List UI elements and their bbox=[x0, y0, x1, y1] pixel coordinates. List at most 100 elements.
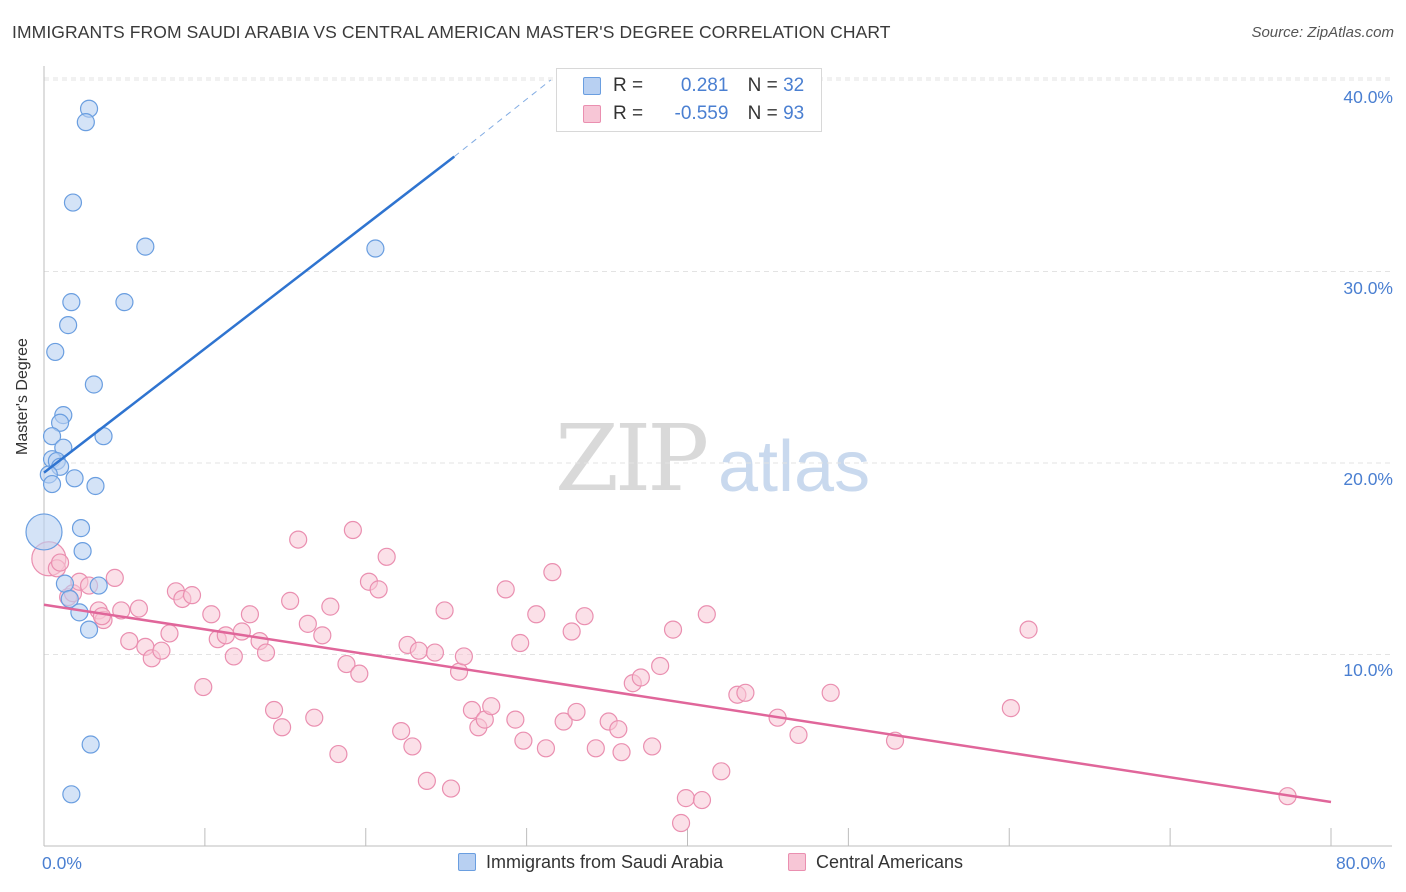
point-saudi-6 bbox=[115, 293, 134, 312]
point-central-91 bbox=[50, 553, 70, 572]
point-central-10 bbox=[120, 631, 139, 651]
point-central-68 bbox=[586, 739, 605, 758]
y-tick-label-30: 30.0% bbox=[1343, 278, 1393, 298]
point-saudi-20 bbox=[42, 474, 62, 494]
point-saudi-9 bbox=[84, 375, 103, 394]
point-central-42 bbox=[377, 547, 396, 566]
point-central-61 bbox=[527, 605, 546, 624]
point-saudi-1 bbox=[76, 113, 95, 132]
point-central-59 bbox=[511, 633, 530, 653]
x-tick-label-min: 0.0% bbox=[42, 853, 82, 873]
point-central-52 bbox=[454, 647, 473, 666]
point-central-11 bbox=[129, 599, 149, 618]
point-central-22 bbox=[216, 626, 235, 645]
point-central-83 bbox=[736, 683, 755, 702]
chart-title: IMMIGRANTS FROM SAUDI ARABIA VS CENTRAL … bbox=[12, 22, 891, 42]
n-value-central: 93 bbox=[783, 103, 805, 124]
point-central-8 bbox=[105, 568, 124, 588]
point-central-48 bbox=[425, 643, 445, 662]
point-central-78 bbox=[676, 789, 695, 808]
trendline-saudi bbox=[43, 155, 455, 474]
point-saudi-5 bbox=[62, 293, 81, 312]
point-central-65 bbox=[562, 622, 581, 641]
point-saudi-21 bbox=[86, 476, 105, 496]
legend-label-saudi: Immigrants from Saudi Arabia bbox=[486, 852, 724, 872]
point-central-80 bbox=[697, 605, 716, 624]
point-saudi-31 bbox=[62, 785, 81, 804]
point-central-75 bbox=[651, 656, 670, 676]
point-central-45 bbox=[403, 737, 422, 756]
legend-item-central[interactable]: Central Americans bbox=[788, 852, 963, 873]
point-saudi-11 bbox=[50, 413, 70, 432]
point-central-23 bbox=[224, 647, 243, 666]
point-central-77 bbox=[671, 813, 691, 833]
r-label: R = bbox=[613, 75, 644, 96]
r-label: R = bbox=[613, 103, 644, 124]
point-central-73 bbox=[631, 668, 650, 687]
point-central-47 bbox=[417, 771, 436, 790]
point-central-79 bbox=[692, 790, 712, 810]
point-central-62 bbox=[536, 739, 556, 758]
point-central-70 bbox=[609, 720, 628, 739]
legend-swatch-pink bbox=[583, 105, 601, 123]
point-saudi-23 bbox=[71, 519, 91, 538]
trendline-central bbox=[43, 603, 1332, 804]
point-central-25 bbox=[240, 605, 260, 624]
point-saudi-12 bbox=[42, 427, 62, 446]
y-tick-label-10: 10.0% bbox=[1343, 660, 1393, 680]
point-central-58 bbox=[506, 710, 525, 729]
point-central-20 bbox=[202, 605, 221, 624]
point-central-29 bbox=[272, 718, 292, 737]
point-central-76 bbox=[663, 620, 683, 639]
trendline-saudi-extension bbox=[453, 79, 552, 157]
point-central-35 bbox=[321, 597, 340, 616]
point-central-34 bbox=[313, 626, 332, 645]
point-saudi-3 bbox=[136, 237, 155, 256]
point-central-57 bbox=[496, 580, 515, 599]
y-tick-label-20: 20.0% bbox=[1343, 469, 1393, 489]
source-label[interactable]: Source: ZipAtlas.com bbox=[1251, 24, 1394, 41]
point-saudi-28 bbox=[70, 603, 89, 622]
point-central-92 bbox=[92, 607, 112, 626]
n-label: N = bbox=[747, 103, 778, 124]
point-central-46 bbox=[409, 641, 428, 660]
y-tick-label-40: 40.0% bbox=[1343, 87, 1393, 107]
point-central-86 bbox=[821, 683, 840, 702]
point-saudi-2 bbox=[63, 193, 83, 212]
r-value-saudi: 0.281 bbox=[680, 75, 729, 96]
legend-item-saudi[interactable]: Immigrants from Saudi Arabia bbox=[458, 852, 723, 873]
point-saudi-26 bbox=[89, 576, 108, 595]
legend-label-central: Central Americans bbox=[816, 852, 964, 872]
point-central-51 bbox=[449, 662, 469, 681]
point-central-32 bbox=[298, 614, 317, 633]
point-central-85 bbox=[789, 725, 808, 745]
legend-swatch-blue bbox=[583, 77, 601, 95]
point-central-43 bbox=[392, 721, 411, 741]
point-central-15 bbox=[160, 624, 179, 643]
point-central-50 bbox=[441, 779, 461, 798]
point-central-31 bbox=[289, 530, 308, 549]
point-central-53 bbox=[462, 700, 482, 720]
point-central-67 bbox=[575, 607, 594, 626]
point-central-74 bbox=[643, 737, 662, 756]
point-central-14 bbox=[152, 641, 171, 660]
legend-swatch-pink bbox=[788, 853, 806, 871]
n-label: N = bbox=[747, 75, 778, 96]
point-saudi-24 bbox=[73, 541, 92, 561]
point-central-71 bbox=[612, 743, 631, 762]
point-central-89 bbox=[1019, 620, 1038, 639]
point-central-66 bbox=[567, 702, 586, 722]
point-central-28 bbox=[264, 700, 284, 720]
point-central-41 bbox=[369, 580, 388, 599]
watermark-zip: ZIP bbox=[555, 405, 709, 512]
point-central-18 bbox=[182, 586, 202, 605]
n-value-saudi: 32 bbox=[783, 75, 805, 96]
point-central-33 bbox=[305, 708, 324, 727]
r-value-central: -0.559 bbox=[674, 103, 729, 124]
watermark-atlas: atlas bbox=[718, 427, 871, 507]
point-central-39 bbox=[350, 664, 369, 683]
point-saudi-7 bbox=[59, 316, 78, 335]
point-central-60 bbox=[514, 731, 533, 750]
